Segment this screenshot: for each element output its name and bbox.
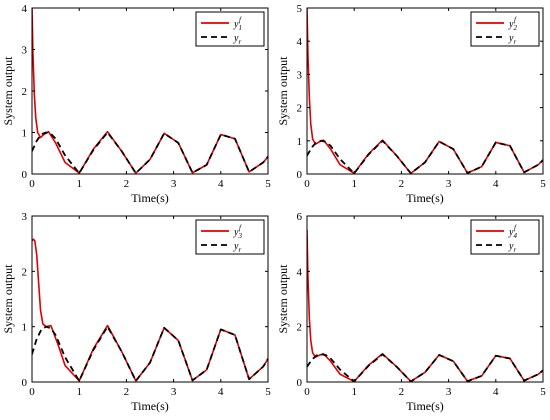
legend-label: yr bbox=[233, 33, 241, 46]
legend-label: yr bbox=[233, 241, 241, 254]
x-tick-label: 3 bbox=[171, 178, 177, 190]
legend-label: yr bbox=[508, 33, 516, 46]
series-line-reference bbox=[32, 325, 268, 382]
x-tick-label: 5 bbox=[540, 386, 546, 398]
y-tick-label: 1 bbox=[22, 128, 28, 140]
x-tick-label: 0 bbox=[29, 178, 35, 190]
legend-label: y1f bbox=[233, 16, 242, 32]
legend-box bbox=[195, 11, 265, 47]
y-tick-label: 2 bbox=[22, 266, 28, 278]
y-tick-label: 1 bbox=[297, 136, 303, 148]
axes-frame bbox=[31, 215, 269, 383]
x-tick-label: 0 bbox=[29, 386, 35, 398]
legend-box bbox=[195, 219, 265, 255]
x-tick-label: 4 bbox=[493, 178, 499, 190]
y-tick-label: 4 bbox=[297, 36, 303, 48]
x-tick-label: 4 bbox=[493, 386, 499, 398]
axes-frame bbox=[306, 215, 544, 383]
x-tick-label: 2 bbox=[124, 386, 130, 398]
legend-label: yr bbox=[508, 241, 516, 254]
x-tick-label: 2 bbox=[399, 178, 405, 190]
legend-label: y4f bbox=[508, 224, 517, 240]
x-tick-label: 1 bbox=[351, 178, 357, 190]
y-tick-label: 5 bbox=[297, 3, 303, 15]
y-tick-label: 2 bbox=[297, 322, 303, 334]
x-tick-label: 2 bbox=[399, 386, 405, 398]
legend-box bbox=[470, 219, 540, 255]
series-line-reference bbox=[32, 131, 268, 174]
x-tick-label: 0 bbox=[304, 386, 310, 398]
y-tick-label: 0 bbox=[297, 169, 303, 181]
x-axis-label: Time(s) bbox=[406, 399, 444, 413]
x-axis-label: Time(s) bbox=[406, 191, 444, 205]
y-tick-label: 2 bbox=[22, 86, 28, 98]
y-axis-label: System output bbox=[1, 264, 15, 334]
x-tick-label: 4 bbox=[218, 386, 224, 398]
y-tick-label: 6 bbox=[297, 211, 303, 223]
x-tick-label: 0 bbox=[304, 178, 310, 190]
y-tick-label: 0 bbox=[297, 377, 303, 389]
y-tick-label: 1 bbox=[22, 322, 28, 334]
y-tick-label: 3 bbox=[22, 45, 28, 57]
x-tick-label: 1 bbox=[76, 386, 82, 398]
series-line-actual bbox=[32, 8, 268, 174]
legend-box bbox=[470, 11, 540, 47]
y-tick-label: 4 bbox=[297, 266, 303, 278]
y-tick-label: 2 bbox=[297, 103, 303, 115]
legend-label: y2f bbox=[508, 16, 517, 32]
x-axis-label: Time(s) bbox=[131, 191, 169, 205]
x-tick-label: 5 bbox=[265, 386, 271, 398]
x-axis-label: Time(s) bbox=[131, 399, 169, 413]
x-tick-label: 3 bbox=[446, 178, 452, 190]
x-tick-label: 2 bbox=[124, 178, 130, 190]
x-tick-label: 3 bbox=[446, 386, 452, 398]
x-tick-label: 1 bbox=[76, 178, 82, 190]
series-line-reference bbox=[307, 139, 543, 174]
x-tick-label: 5 bbox=[265, 178, 271, 190]
x-tick-label: 1 bbox=[351, 386, 357, 398]
legend-label: y3f bbox=[233, 224, 242, 240]
x-tick-label: 3 bbox=[171, 386, 177, 398]
x-tick-label: 5 bbox=[540, 178, 546, 190]
series-line-reference bbox=[307, 353, 543, 382]
y-axis-label: System output bbox=[276, 56, 290, 126]
y-tick-label: 0 bbox=[22, 377, 28, 389]
x-tick-label: 4 bbox=[218, 178, 224, 190]
y-tick-label: 0 bbox=[22, 169, 28, 181]
y-tick-label: 3 bbox=[22, 211, 28, 223]
y-tick-label: 4 bbox=[22, 3, 28, 15]
axes-frame bbox=[306, 7, 544, 175]
y-axis-label: System output bbox=[276, 264, 290, 334]
y-axis-label: System output bbox=[1, 56, 15, 126]
y-tick-label: 3 bbox=[297, 69, 303, 81]
